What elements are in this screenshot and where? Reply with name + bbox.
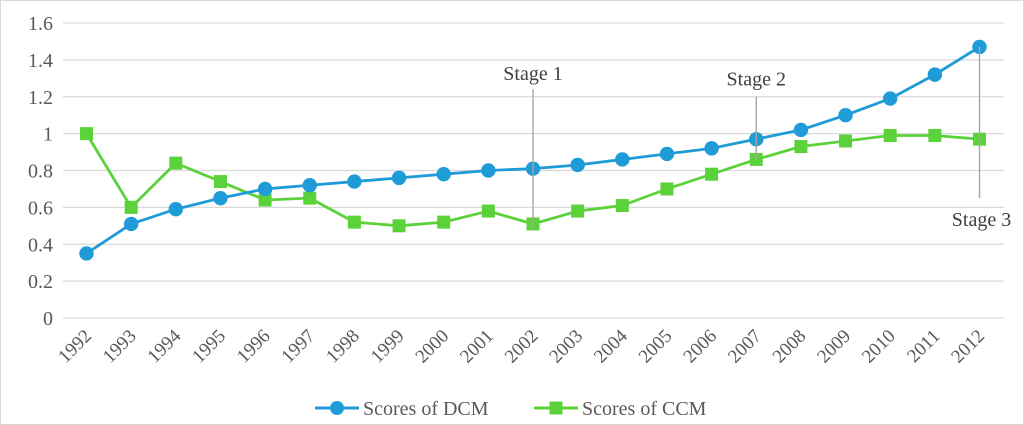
series-dcm-marker [793,122,809,138]
series-ccm-marker [615,199,629,213]
series-ccm-marker [80,127,93,141]
x-tick-label: 2008 [769,326,811,368]
series-ccm-marker [437,215,451,229]
series-dcm-marker [481,163,496,178]
annotation-stage-3-label: Stage 3 [952,209,1011,231]
x-tick-label: 2010 [858,326,900,368]
x-tick-label: 1995 [188,326,230,368]
x-tick-label: 2012 [947,326,989,368]
series-dcm-marker [391,170,407,186]
x-tick-label: 2002 [501,326,543,368]
annotation-stage-2: Stage 2 [727,69,786,160]
x-tick-label: 2000 [412,326,454,368]
series-dcm-marker [302,178,317,193]
x-tick-label: 2007 [724,326,766,368]
y-tick-label: 0.6 [28,197,53,219]
annotation-stage-3: Stage 3 [952,46,1011,231]
series-ccm-marker [124,200,138,214]
series-ccm-marker [392,219,406,233]
annotation-stage-2-label: Stage 2 [727,69,786,91]
series-dcm-marker [704,141,719,156]
series-dcm-marker [927,67,943,82]
x-tick-label: 2009 [813,326,855,368]
series-dcm-marker [347,174,362,189]
legend-ccm-label: Scores of CCM [582,398,707,420]
x-tick-label: 1998 [322,326,364,368]
x-tick-label: 1992 [54,326,96,368]
x-tick-label: 1999 [367,326,409,368]
x-tick-label: 2004 [590,325,632,367]
series-ccm-marker [258,193,272,207]
series-dcm-marker [123,216,139,232]
series-dcm-marker [168,202,183,217]
legend-item-ccm: Scores of CCM [534,398,707,420]
x-tick-label: 2001 [456,326,498,368]
series-ccm-marker [839,134,853,148]
y-tick-label: 1.2 [28,87,53,109]
series-ccm [80,127,986,233]
series-dcm-marker [615,152,630,167]
y-tick-label: 1.4 [28,50,53,72]
legend-dcm-label: Scores of DCM [363,398,489,420]
series-ccm-marker [794,140,808,154]
y-axis-labels: 0 0.2 0.4 0.6 0.8 1 1.2 1.4 1.6 [28,13,53,330]
x-tick-label: 2011 [903,326,944,367]
y-tick-label: 0 [43,308,53,330]
x-tick-label: 1993 [99,326,141,368]
series-dcm-marker [79,246,94,261]
series-ccm-marker [571,204,585,218]
series-dcm-marker [570,157,585,173]
y-tick-label: 0.4 [28,234,53,256]
series-dcm-marker [838,107,853,123]
series-ccm-marker [303,191,317,205]
series-ccm-marker [883,128,897,142]
y-tick-label: 1 [43,124,53,146]
annotation-stage-1: Stage 1 [503,63,563,230]
legend: Scores of DCM Scores of CCM [315,398,707,420]
series-ccm-marker [213,175,227,189]
y-tick-label: 0.2 [28,271,53,293]
annotation-stage-1-label: Stage 1 [503,63,562,85]
series-ccm-marker [169,156,183,170]
series-dcm-marker [436,166,451,182]
series-dcm-marker [883,91,898,106]
legend-item-dcm: Scores of DCM [315,398,489,420]
y-tick-label: 0.8 [28,161,53,183]
legend-ccm-marker-icon [549,401,563,415]
series-dcm-marker [213,190,228,206]
x-tick-label: 2006 [679,326,721,368]
series-dcm-marker [659,146,675,162]
x-tick-label: 1996 [233,326,275,368]
legend-dcm-marker-icon [330,401,344,415]
x-axis-labels: 1992 1993 1994 1995 1996 1997 1998 1999 2000 2001… [54,325,989,367]
x-tick-label: 2003 [545,326,587,368]
y-tick-label: 1.6 [28,13,53,35]
series-ccm-marker [660,182,674,196]
series-ccm-marker [481,204,495,218]
x-tick-label: 2005 [635,326,677,368]
series-ccm-marker [705,167,719,181]
series-ccm-marker [347,215,361,229]
x-tick-label: 1994 [144,325,186,367]
series-dcm-marker [257,181,273,197]
x-tick-label: 1997 [278,326,320,368]
series-ccm-marker [928,128,942,142]
